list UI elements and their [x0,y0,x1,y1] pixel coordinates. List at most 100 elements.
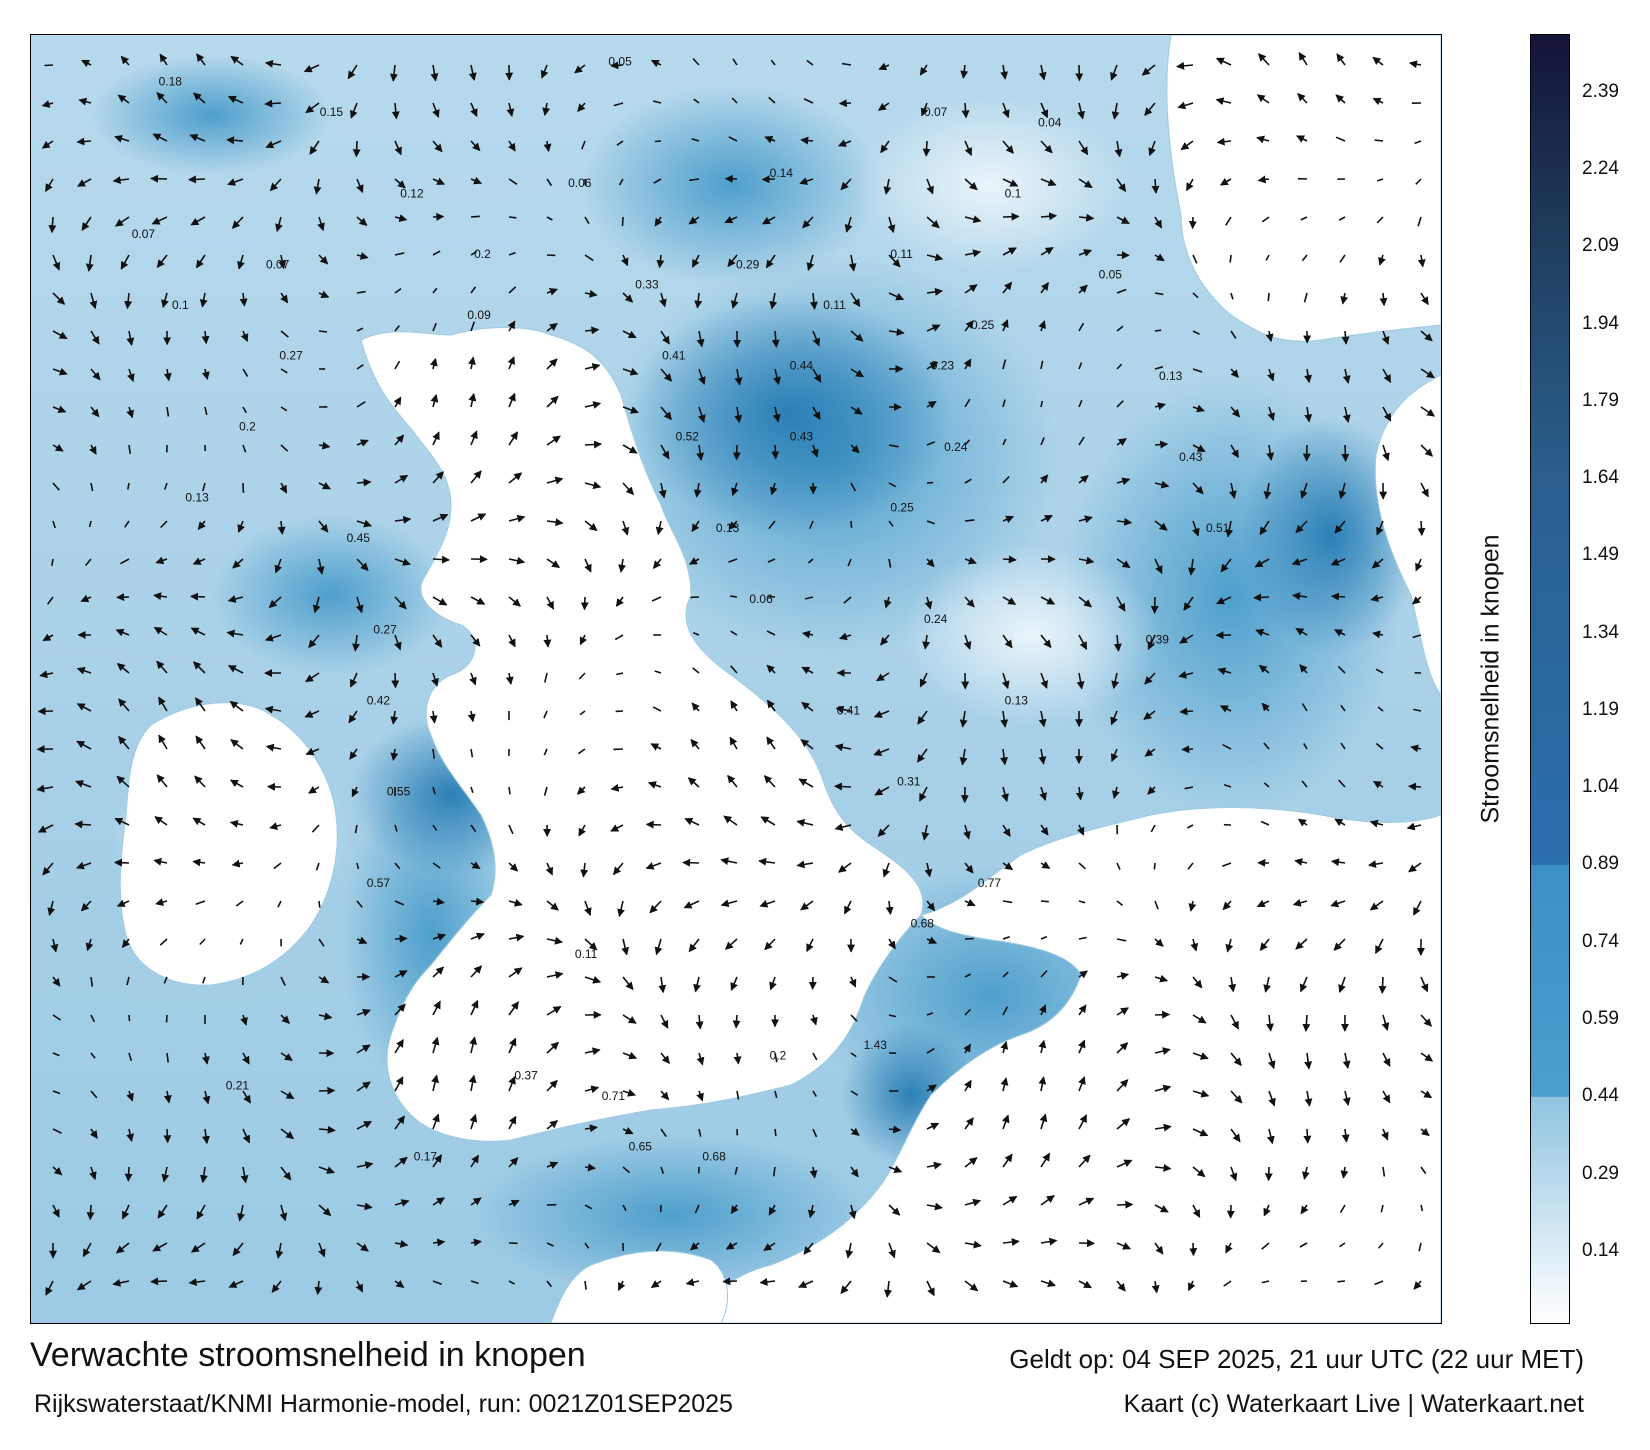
current-arrow [76,703,92,712]
current-arrow [964,596,975,608]
current-arrow [964,1198,982,1207]
current-arrow [689,178,700,182]
colorbar-tick-label: 1.64 [1582,467,1619,489]
colorbar-band [1531,35,1569,247]
current-arrow [697,406,706,423]
current-arrow [1110,710,1118,726]
current-arrow [165,1014,168,1023]
current-arrow [318,1125,336,1134]
current-arrow [508,634,516,648]
current-arrow [659,292,667,308]
current-labels: 0.18 0.15 0.05 0.07 0.04 0.12 0.06 0.14 0.1 0.07 0… [132,54,1230,1163]
current-arrow [888,1014,897,1018]
current-arrow [84,558,92,567]
current-arrow [432,748,435,759]
current-arrow [888,558,892,568]
current-arrow [616,672,624,676]
current-arrow [151,216,168,225]
current-arrow [580,862,589,878]
current-arrow [318,441,331,450]
current-arrow [622,406,639,414]
current-arrow [546,1161,559,1169]
current-arrow [280,1014,290,1024]
current-arrow [1266,444,1275,461]
current-arrow [722,1277,738,1286]
current-arrow [348,710,358,724]
current-arrow [1154,1163,1172,1172]
current-arrow [964,1157,978,1168]
current-arrow [52,482,60,491]
current-arrow [812,1052,818,1061]
current-arrow [688,557,700,565]
current-arrow [546,900,559,911]
current-arrow [394,178,406,189]
current-arrow [730,630,738,636]
current-arrow [280,976,286,986]
current-arrow [1154,292,1164,296]
current-arrow [546,216,553,221]
current-arrow [507,320,516,332]
current-arrow [431,672,439,687]
current-arrow [432,287,438,294]
current-arrow [112,1278,130,1287]
current-arrow [469,1113,478,1130]
current-arrow [1078,556,1095,565]
current-arrow [1257,175,1270,184]
current-arrow [76,137,92,146]
current-arrow [1038,710,1047,728]
colorbar-tick-label: 1.79 [1582,389,1619,411]
current-arrow [350,102,358,119]
current-speed-label: 1.43 [864,1038,888,1052]
current-arrow [277,900,282,908]
current-arrow [834,743,852,752]
current-arrow [470,176,483,185]
current-arrow [837,139,852,147]
current-arrow [78,97,92,106]
current-arrow [1230,444,1239,459]
current-arrow [1261,702,1270,712]
current-arrow [1368,860,1384,869]
current-arrow [1078,596,1092,608]
current-speed-label: 0.15 [320,105,344,119]
current-arrow [1382,1090,1391,1104]
current-arrow [1299,664,1308,674]
current-arrow [1415,558,1423,572]
current-arrow [729,736,738,750]
current-arrow [1002,399,1006,408]
current-arrow [318,520,329,533]
current-arrow [1153,862,1156,870]
current-arrow [618,178,624,186]
current-arrow [926,216,940,229]
current-arrow [432,1238,446,1247]
current-arrow [882,862,891,878]
current-arrow [1040,1152,1051,1168]
current-arrow [964,1240,982,1249]
current-arrow [89,444,97,455]
current-arrow [89,292,98,310]
current-arrow [204,406,208,416]
current-arrow [1002,1280,1019,1288]
current-arrow [1292,592,1308,601]
current-arrow [1376,178,1384,182]
current-arrow [163,1090,172,1104]
current-arrow [394,1115,405,1130]
current-arrow [1111,102,1120,120]
current-arrow [508,1001,519,1016]
current-speed-label: 0.51 [1206,521,1230,535]
current-arrow [615,596,624,607]
current-arrow [622,367,639,376]
current-arrow [926,1084,937,1093]
current-arrow [963,358,972,370]
current-arrow [1340,1166,1349,1179]
current-arrow [725,1242,738,1250]
current-arrow [52,976,61,987]
current-arrow [508,286,517,294]
current-arrow [843,900,852,915]
current-arrow [470,140,481,152]
current-arrow [1116,558,1131,569]
current-arrow [1078,436,1085,446]
current-arrow [1154,480,1170,489]
map-area[interactable]: 0.18 0.15 0.05 0.07 0.04 0.12 0.06 0.14 0.1 0.07 0… [30,34,1442,1324]
current-arrow [1040,861,1051,869]
current-arrow [660,368,673,382]
